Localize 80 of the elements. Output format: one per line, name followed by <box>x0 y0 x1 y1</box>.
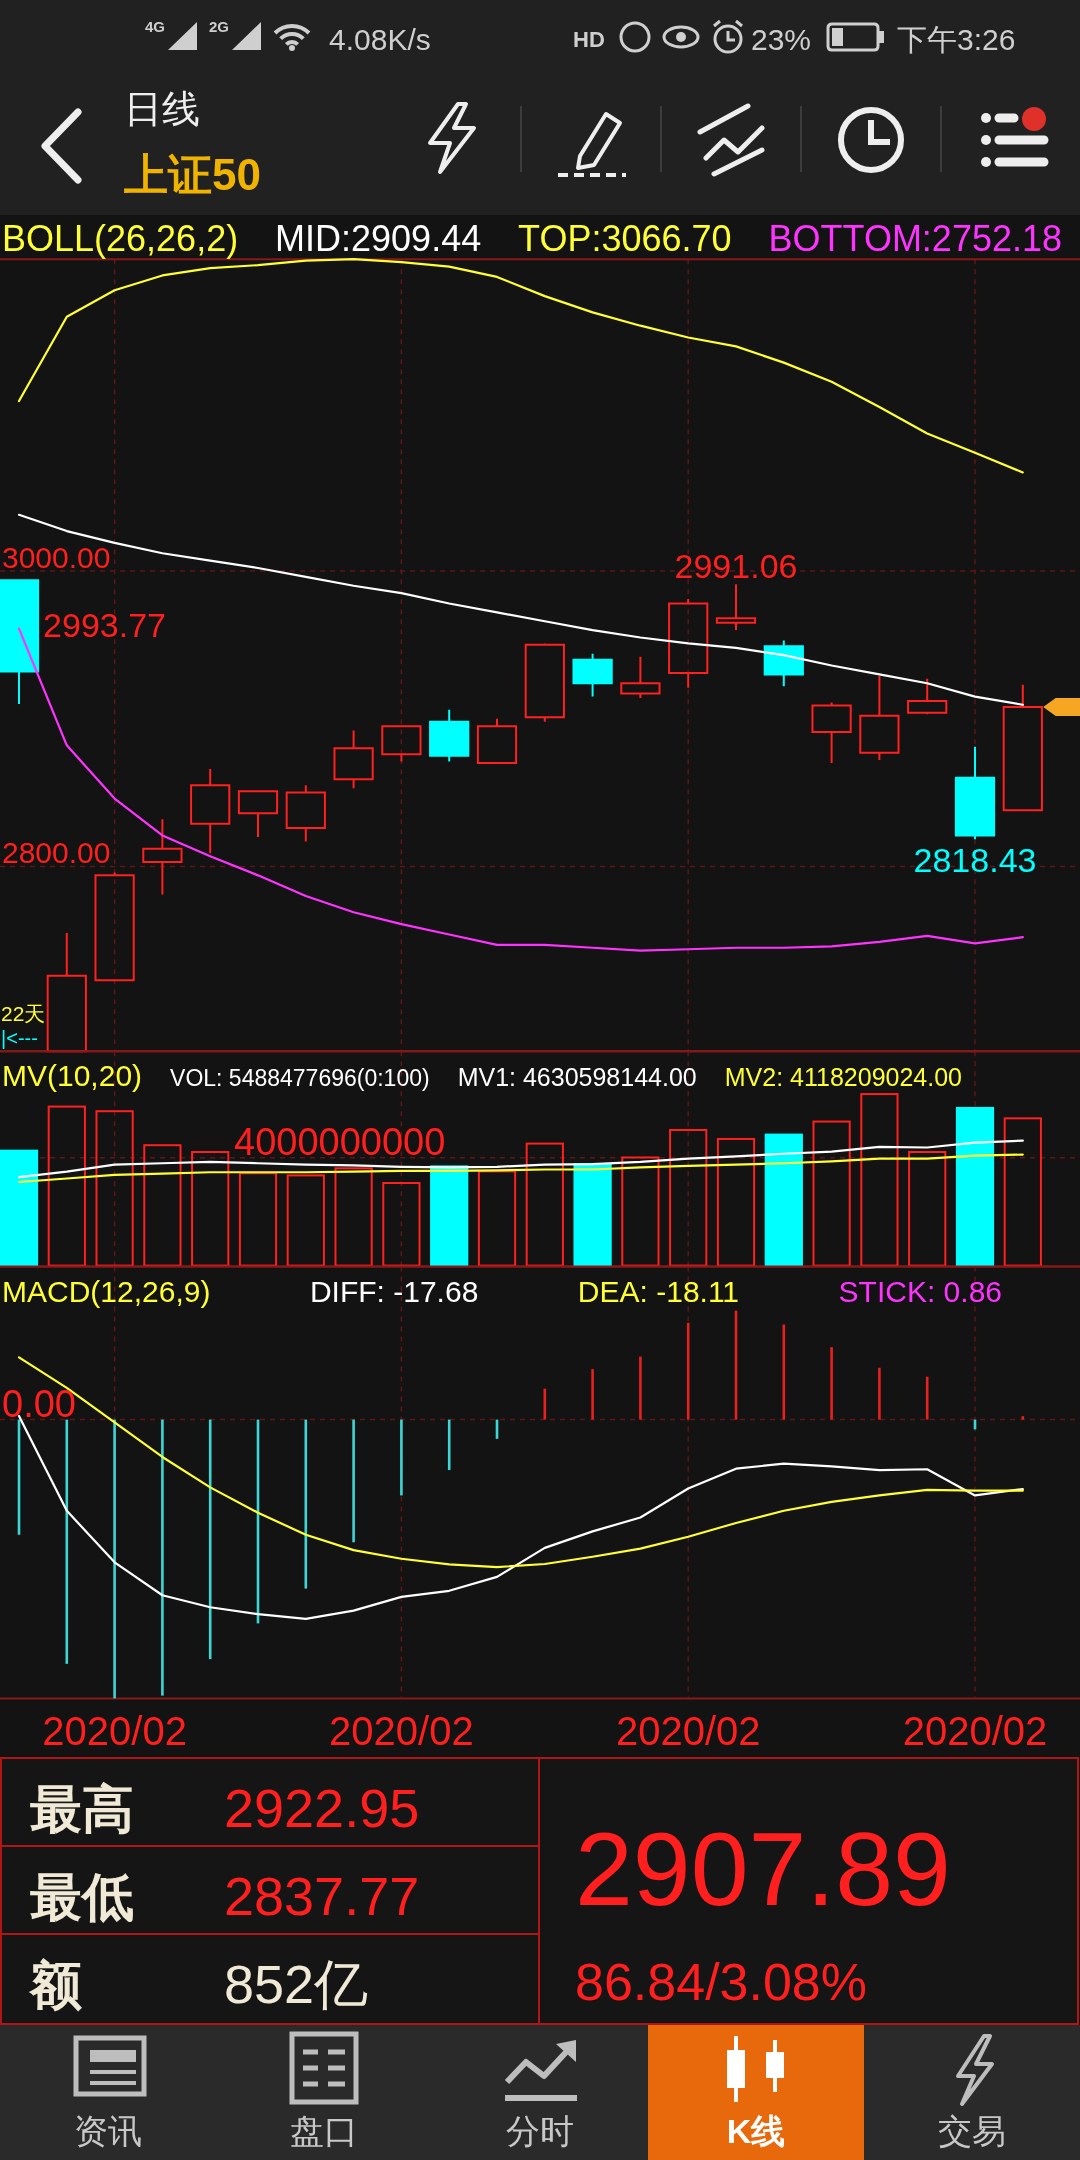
x-tick-label: 2020/02 <box>615 1709 761 1753</box>
text: 2922.95 <box>224 1778 420 1838</box>
text: MV1: 4630598144.00 <box>457 1063 697 1091</box>
bar <box>286 1174 325 1267</box>
text: HD <box>573 27 605 52</box>
text: 2G <box>209 18 230 35</box>
bar <box>430 1165 469 1267</box>
bar <box>908 1151 947 1267</box>
text: K线 <box>726 2112 786 2150</box>
text: 最高 <box>30 1780 134 1838</box>
bar <box>208 1419 212 1660</box>
text: 2907.89 <box>575 1811 951 1927</box>
text: 23% <box>751 23 812 56</box>
bar <box>525 1142 564 1267</box>
chart-title: MV(10,20) <box>2 1059 143 1092</box>
bar <box>716 1137 756 1267</box>
bar <box>47 1105 86 1267</box>
bar <box>639 1356 642 1420</box>
bar <box>878 1367 881 1420</box>
text: 上证50 <box>124 150 261 199</box>
bar <box>238 1172 278 1267</box>
annotation: 2818.43 <box>913 840 1037 879</box>
x-tick-label: 2020/02 <box>42 1709 187 1753</box>
chart-title: MACD(12,26,9) <box>2 1275 211 1308</box>
bar <box>113 1419 116 1699</box>
text: 资讯 <box>74 2112 142 2150</box>
text: 交易 <box>938 2112 1006 2150</box>
bar <box>591 1369 594 1420</box>
bar <box>860 1093 899 1267</box>
text: 日线 <box>124 88 200 130</box>
x-tick-label: 2020/02 <box>902 1709 1048 1753</box>
x-tick-label: 2020/02 <box>329 1709 474 1753</box>
bar <box>830 1347 833 1420</box>
bar <box>191 1151 230 1267</box>
text: 852亿 <box>224 1954 369 2014</box>
text: 4G <box>145 18 166 35</box>
annotation: 2993.77 <box>43 605 167 644</box>
bar <box>686 1322 690 1420</box>
annotation: |<--- <box>1 1027 38 1050</box>
text: 86.84/3.08% <box>575 1953 868 2011</box>
y-tick-label: 2800.00 <box>2 836 111 870</box>
y-tick-label: 3000.00 <box>2 540 111 574</box>
bar <box>352 1419 355 1543</box>
bar <box>669 1128 708 1267</box>
bar <box>477 1170 517 1267</box>
text: 盘口 <box>290 2112 358 2150</box>
bar <box>400 1419 403 1496</box>
y-tick-label: 4000000000 <box>234 1120 446 1163</box>
annotation: 2991.06 <box>674 547 798 586</box>
bar <box>764 1133 803 1267</box>
series-label: TOP:3066.70 <box>518 218 732 259</box>
text: DIFF: -17.68 <box>309 1275 479 1308</box>
bar <box>812 1120 851 1267</box>
text: 下午3:26 <box>897 23 1016 56</box>
bar <box>161 1419 164 1696</box>
text: VOL: 5488477696(0:100) <box>170 1065 430 1091</box>
bar <box>573 1163 612 1267</box>
bar <box>925 1376 929 1420</box>
bar <box>1003 1117 1042 1267</box>
bar <box>334 1167 373 1267</box>
bar <box>143 1144 182 1267</box>
chart-title: BOLL(26,26,2) <box>2 218 239 259</box>
bar <box>621 1156 660 1267</box>
bar <box>95 1110 134 1267</box>
bar <box>0 1149 39 1267</box>
text: DEA: -18.11 <box>577 1275 740 1308</box>
text: 2837.77 <box>224 1866 420 1926</box>
text: 最低 <box>30 1868 134 1926</box>
ref-line-label: 0.00 <box>2 1382 76 1425</box>
bar <box>955 1106 995 1267</box>
bar <box>447 1419 451 1471</box>
text: MV2: 4118209024.00 <box>724 1063 962 1091</box>
bar <box>382 1182 421 1267</box>
text: 4.08K/s <box>329 23 431 56</box>
text: BOTTOM:2752.18 <box>768 218 1062 259</box>
text: 额 <box>28 1956 82 2014</box>
text: 分时 <box>506 2112 574 2150</box>
text: MID:2909.44 <box>275 218 482 259</box>
annotation: 22天 <box>1 1002 46 1026</box>
text: STICK: 0.86 <box>838 1275 1002 1308</box>
